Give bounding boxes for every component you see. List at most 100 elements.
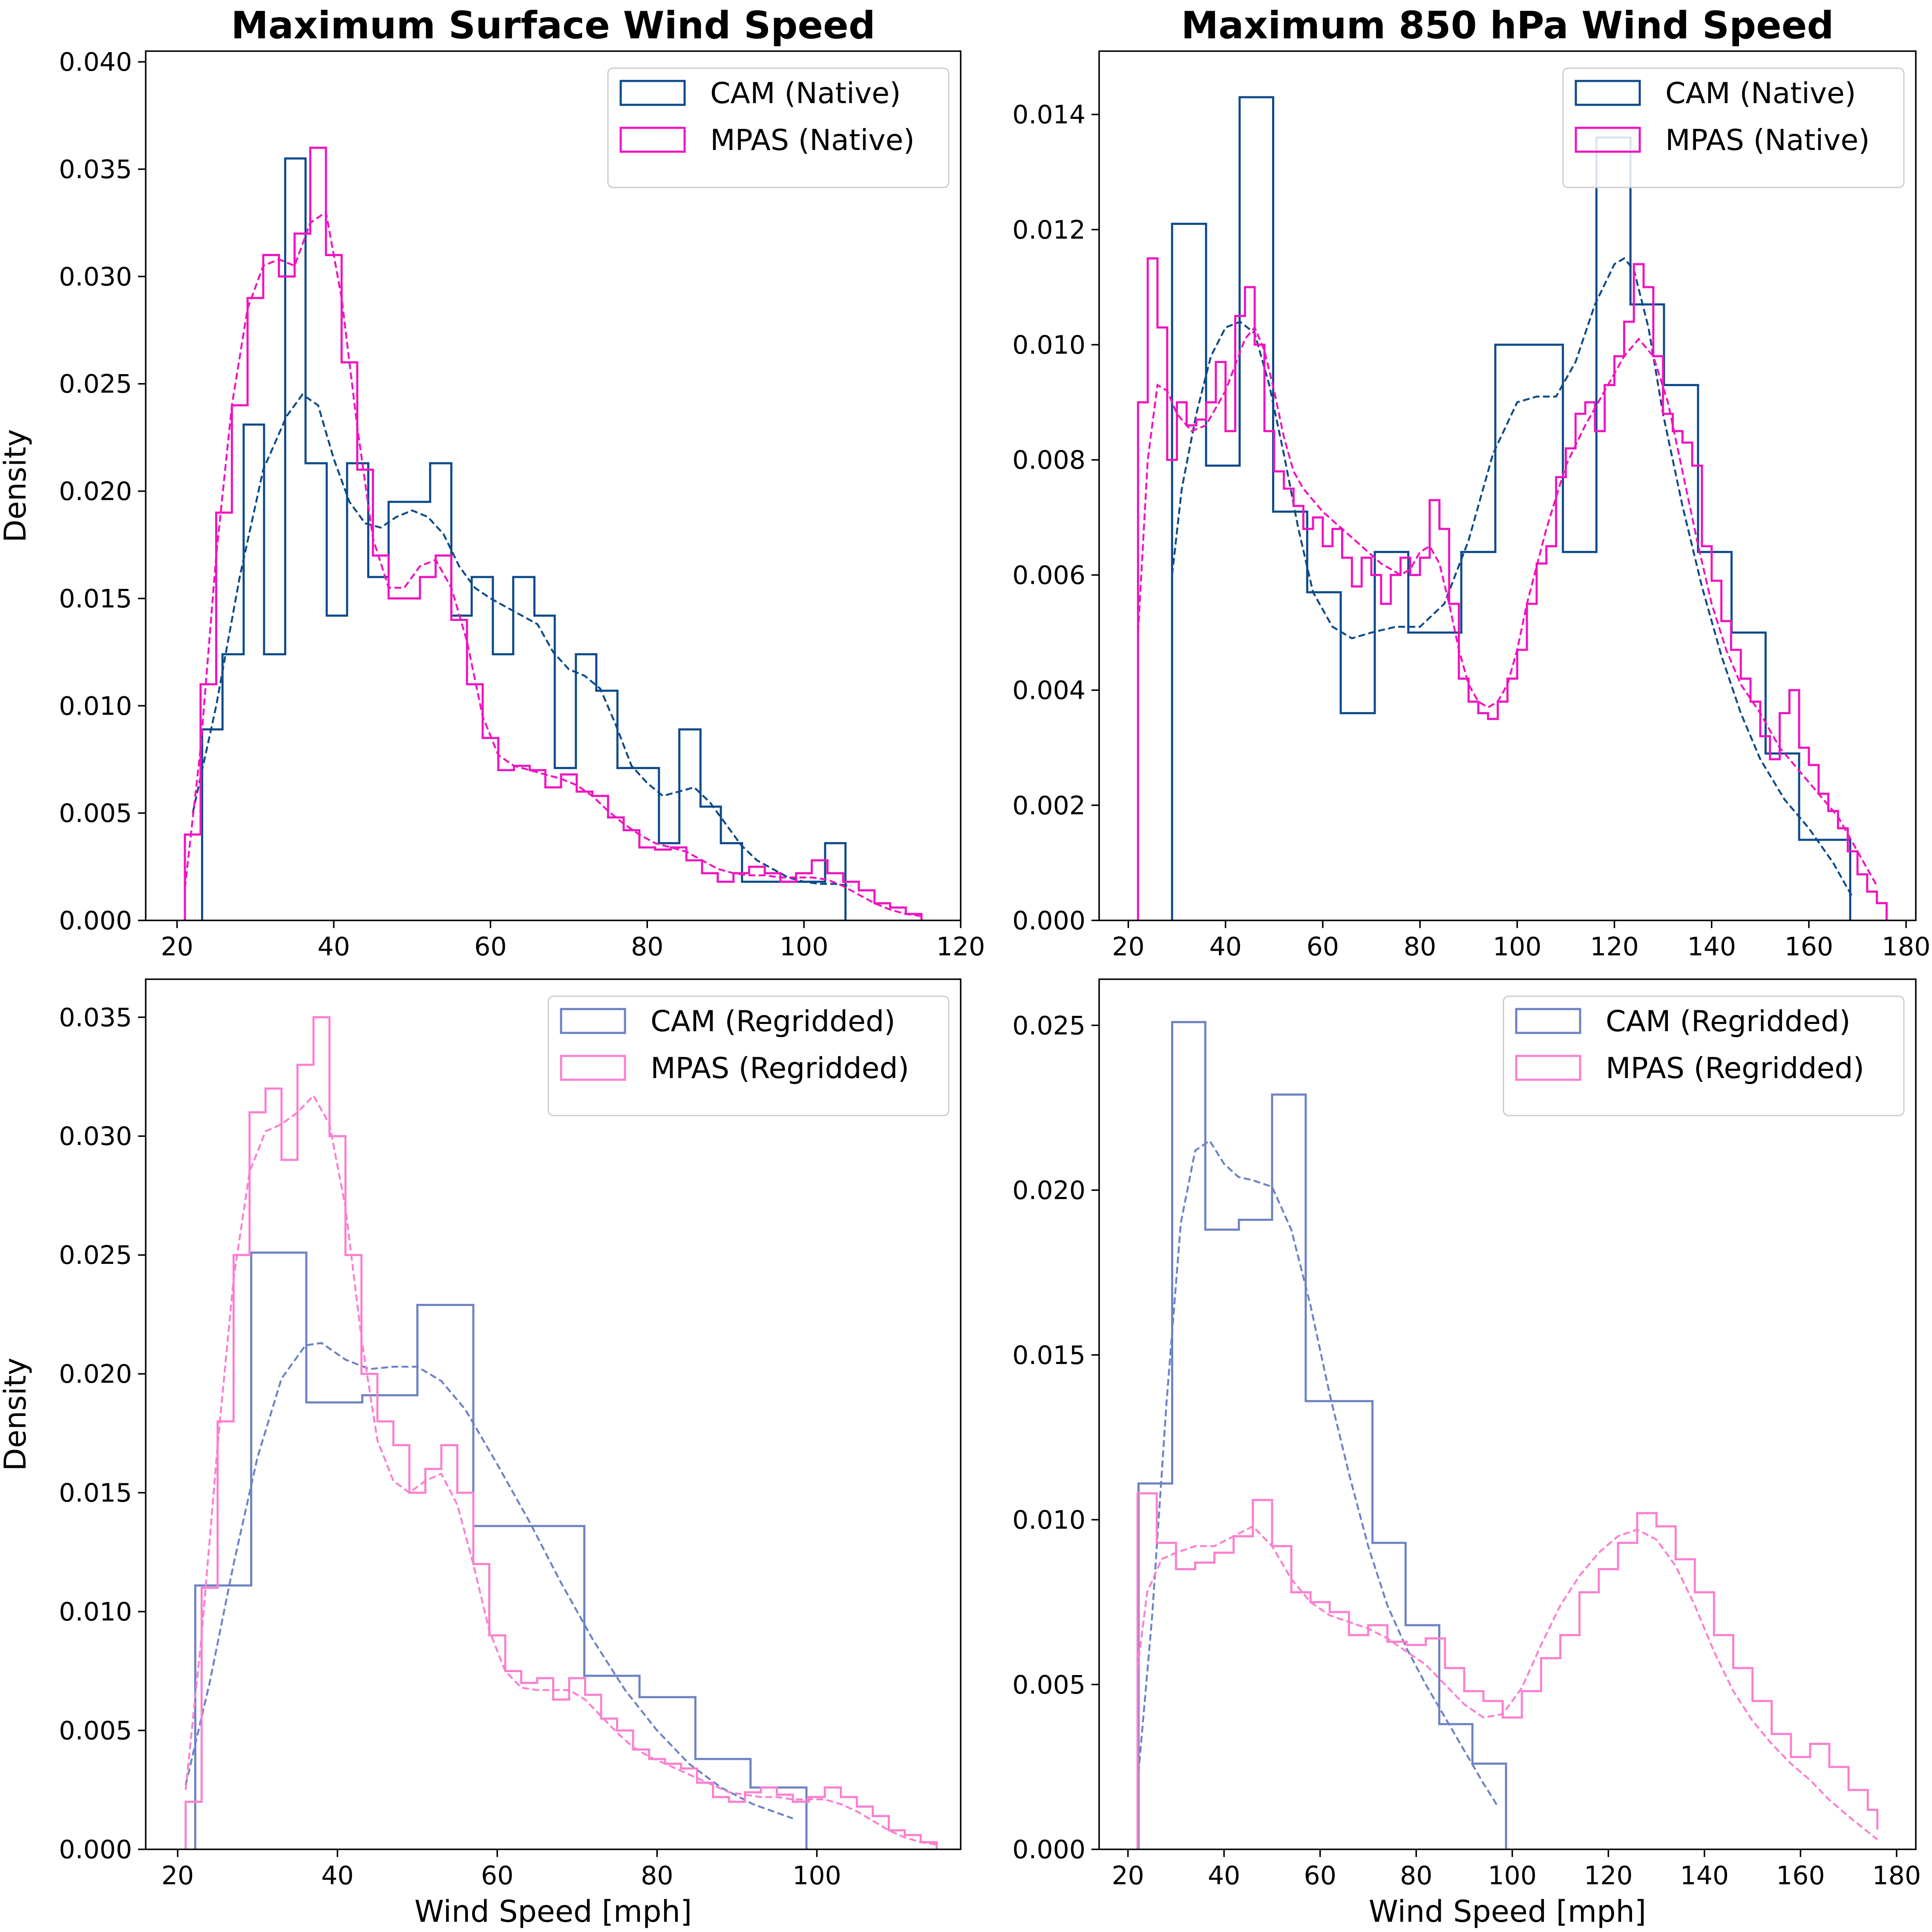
x-tick-label: 160 <box>1776 1861 1825 1891</box>
kde-curve-1 <box>1136 1139 1499 1807</box>
legend-swatch <box>619 80 686 106</box>
legend-box <box>547 995 950 1116</box>
x-tick-label: 100 <box>1488 1861 1537 1891</box>
y-tick-label: 0.030 <box>59 262 132 292</box>
chart-panel-4: 20 40 60 80 100 120 140 160 180 0.000 0.005 0.010 0.… <box>1012 978 1921 1929</box>
legend-label: MPAS (Native) <box>710 124 915 157</box>
legend-swatch <box>560 1055 626 1081</box>
chart-title: Maximum 850 hPa Wind Speed <box>1181 3 1834 47</box>
x-tick-label: 120 <box>1590 932 1639 962</box>
y-tick-label: 0.012 <box>1012 215 1085 245</box>
legend-label: MPAS (Native) <box>1665 124 1870 157</box>
y-axis-label: Density <box>0 429 33 542</box>
series-1 <box>192 157 851 920</box>
x-tick-label: 80 <box>641 1861 673 1891</box>
series-2 <box>1136 1492 1879 1849</box>
y-tick-label: 0.020 <box>1012 1176 1085 1205</box>
series-2 <box>184 1016 938 1849</box>
y-tick-label: 0.005 <box>1012 1670 1085 1700</box>
chart-panel-2: 20 40 60 80 100 120 140 160 180 0.000 0.002 0.004 0.… <box>1012 3 1930 962</box>
y-tick-label: 0.014 <box>1012 100 1085 130</box>
y-tick-label: 0.000 <box>1012 906 1085 936</box>
legend: CAM (Native) MPAS (Native) <box>607 67 950 188</box>
kde-curve-1 <box>192 393 851 887</box>
y-tick-label: 0.020 <box>59 1359 132 1389</box>
x-tick-label: 100 <box>780 932 829 962</box>
x-tick-label: 100 <box>792 1861 841 1891</box>
x-tick-label: 120 <box>1584 1861 1633 1891</box>
x-tick-label: 40 <box>321 1861 354 1891</box>
legend-label: CAM (Native) <box>1665 77 1856 110</box>
histogram-step-1 <box>1137 1021 1507 1849</box>
y-tick-label: 0.035 <box>59 1003 132 1032</box>
y-tick-label: 0.025 <box>59 369 132 399</box>
legend-label: CAM (Regridded) <box>1606 1005 1851 1038</box>
x-tick-label: 100 <box>1493 932 1542 962</box>
y-tick-label: 0.025 <box>1012 1011 1085 1041</box>
legend-box <box>1562 67 1905 188</box>
x-tick-label: 40 <box>1208 1861 1240 1891</box>
series-1 <box>1136 1021 1507 1849</box>
y-tick-label: 0.000 <box>59 1835 132 1865</box>
series-1 <box>184 1251 808 1849</box>
legend-label: CAM (Native) <box>710 77 901 110</box>
chart-title: Maximum Surface Wind Speed <box>231 3 875 47</box>
y-tick-label: 0.035 <box>59 155 132 185</box>
y-tick-label: 0.010 <box>1012 1505 1085 1535</box>
kde-curve-2 <box>184 1094 937 1846</box>
legend-box <box>1503 995 1905 1116</box>
y-tick-label: 0.040 <box>59 47 132 77</box>
y-tick-label: 0.025 <box>59 1240 132 1270</box>
axes-frame <box>145 50 962 921</box>
legend-swatch <box>1575 127 1641 153</box>
kde-curve-2 <box>184 210 922 917</box>
x-tick-label: 20 <box>1112 932 1144 962</box>
x-axis-label: Wind Speed [mph] <box>415 1894 692 1929</box>
axes-frame <box>145 978 962 1850</box>
y-tick-label: 0.010 <box>59 1597 132 1627</box>
legend-label: MPAS (Regridded) <box>1606 1052 1864 1085</box>
series-1 <box>1171 96 1854 920</box>
histogram-step-1 <box>201 157 847 920</box>
x-tick-label: 20 <box>1111 1861 1144 1891</box>
x-tick-label: 40 <box>317 932 350 962</box>
kde-curve-2 <box>1137 326 1878 887</box>
y-tick-label: 0.030 <box>59 1122 132 1151</box>
x-tick-label: 60 <box>1307 932 1339 962</box>
histogram-step-1 <box>194 1251 808 1849</box>
y-tick-label: 0.010 <box>1012 330 1085 360</box>
y-tick-label: 0.005 <box>59 799 132 828</box>
x-tick-label: 60 <box>1304 1861 1336 1891</box>
kde-curve-1 <box>1171 257 1854 898</box>
y-tick-label: 0.020 <box>59 477 132 507</box>
x-tick-label: 180 <box>1882 932 1931 962</box>
x-tick-label: 60 <box>474 932 507 962</box>
x-tick-label: 20 <box>161 1861 194 1891</box>
chart-panel-3: 20 40 60 80 100 0.000 0.005 0.010 0.015 0.020 0.02… <box>0 978 962 1929</box>
axes-frame <box>1098 50 1917 921</box>
x-tick-label: 140 <box>1680 1861 1729 1891</box>
y-tick-label: 0.015 <box>59 1478 132 1508</box>
x-tick-label: 60 <box>481 1861 513 1891</box>
y-tick-label: 0.000 <box>59 906 132 936</box>
legend-swatch <box>1515 1055 1581 1081</box>
legend: CAM (Regridded) MPAS (Regridded) <box>547 995 950 1116</box>
x-tick-label: 80 <box>1400 1861 1432 1891</box>
x-tick-label: 140 <box>1687 932 1736 962</box>
legend: CAM (Native) MPAS (Native) <box>1562 67 1905 188</box>
legend-swatch <box>619 127 686 153</box>
legend-label: CAM (Regridded) <box>651 1005 895 1038</box>
legend-label: MPAS (Regridded) <box>651 1052 909 1085</box>
y-tick-label: 0.005 <box>59 1716 132 1746</box>
legend-swatch <box>1575 80 1641 106</box>
kde-curve-2 <box>1136 1525 1878 1840</box>
x-tick-label: 120 <box>936 932 985 962</box>
histogram-step-2 <box>1136 1492 1879 1849</box>
legend-swatch <box>1515 1008 1581 1034</box>
y-tick-label: 0.004 <box>1012 676 1085 706</box>
histogram-step-2 <box>1137 257 1888 920</box>
y-tick-label: 0.002 <box>1012 791 1085 821</box>
y-axis-label: Density <box>0 1358 33 1471</box>
y-tick-label: 0.015 <box>1012 1341 1085 1370</box>
